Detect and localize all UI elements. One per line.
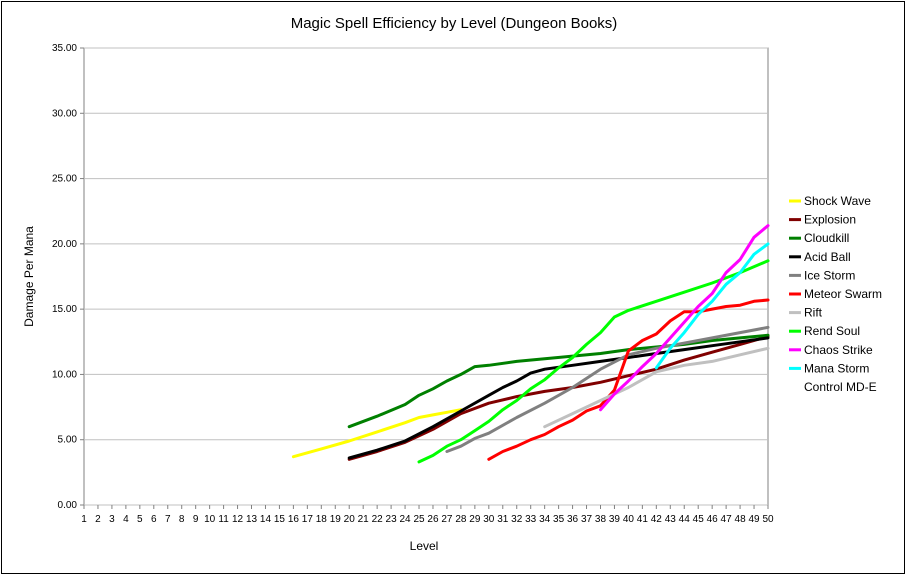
- series-line-mana-storm: [654, 242, 770, 370]
- x-tick-label: 28: [455, 514, 467, 525]
- legend-label: Cloudkill: [804, 231, 849, 245]
- x-tick-label: 13: [246, 514, 258, 525]
- series-line-rend-soul: [417, 259, 770, 464]
- legend-label: Ice Storm: [804, 268, 855, 282]
- y-axis-ticks: 0.00 5.00 10.00 15.00 20.00 25.00 30.00 35.00: [52, 43, 84, 511]
- x-tick-label: 23: [386, 514, 398, 525]
- plot-border: [83, 47, 769, 506]
- series-line-chaos-strike: [599, 224, 770, 412]
- x-tick-label: 34: [539, 514, 551, 525]
- x-tick-label: 31: [497, 514, 509, 525]
- x-tick-label: 6: [151, 514, 157, 525]
- x-tick-label: 30: [483, 514, 495, 525]
- x-tick-label: 40: [623, 514, 635, 525]
- series-line-rift: [543, 346, 770, 429]
- x-tick-label: 41: [637, 514, 649, 525]
- series-line-ice-storm: [445, 325, 770, 453]
- y-tick-label: 30.00: [52, 108, 77, 119]
- x-tick-label: 4: [123, 514, 129, 525]
- legend-label: Acid Ball: [804, 250, 851, 264]
- x-tick-label: 18: [316, 514, 328, 525]
- gridlines: [84, 47, 768, 506]
- x-tick-label: 42: [651, 514, 663, 525]
- x-tick-label: 27: [441, 514, 453, 525]
- x-tick-label: 37: [581, 514, 593, 525]
- x-tick-label: 9: [193, 514, 199, 525]
- x-tick-label: 47: [721, 514, 733, 525]
- legend-label: Rend Soul: [804, 324, 860, 338]
- y-tick-label: 20.00: [52, 239, 77, 250]
- x-tick-label: 38: [595, 514, 607, 525]
- legend-label: Rift: [804, 306, 823, 320]
- x-tick-label: 7: [165, 514, 171, 525]
- x-tick-label: 25: [413, 514, 425, 525]
- x-tick-label: 43: [665, 514, 677, 525]
- x-tick-label: 3: [109, 514, 115, 525]
- y-tick-label: 25.00: [52, 174, 77, 185]
- legend-label: Chaos Strike: [804, 343, 873, 357]
- x-tick-label: 24: [399, 514, 411, 525]
- x-tick-label: 44: [679, 514, 691, 525]
- x-tick-label: 11: [218, 514, 229, 525]
- x-tick-label: 22: [372, 514, 384, 525]
- x-tick-label: 14: [260, 514, 272, 525]
- x-tick-label: 48: [735, 514, 747, 525]
- x-tick-label: 10: [204, 514, 216, 525]
- plot-area: [83, 47, 769, 506]
- legend-label: Control MD-E: [804, 380, 877, 394]
- x-tick-label: 20: [344, 514, 356, 525]
- legend-label: Shock Wave: [804, 194, 871, 208]
- y-tick-label: 10.00: [52, 369, 77, 380]
- x-tick-label: 2: [95, 514, 101, 525]
- x-tick-label: 12: [232, 514, 244, 525]
- x-tick-label: 8: [179, 514, 185, 525]
- series-line-acid-ball: [347, 336, 770, 460]
- series-line-shock-wave: [291, 408, 463, 459]
- x-tick-label: 49: [748, 514, 760, 525]
- x-tick-label: 36: [567, 514, 579, 525]
- x-tick-label: 17: [302, 514, 314, 525]
- legend: Shock Wave Explosion Cloudkill Acid Ball Ice…: [789, 194, 882, 394]
- legend-label: Explosion: [804, 213, 856, 227]
- x-tick-label: 39: [609, 514, 621, 525]
- legend-label: Mana Storm: [804, 361, 869, 375]
- y-axis-title: Damage Per Mana: [22, 226, 36, 327]
- x-tick-label: 16: [288, 514, 300, 525]
- x-tick-label: 33: [525, 514, 537, 525]
- x-tick-label: 35: [553, 514, 565, 525]
- x-tick-label: 32: [511, 514, 523, 525]
- x-tick-label: 21: [358, 514, 370, 525]
- y-tick-label: 5.00: [58, 435, 78, 446]
- y-tick-label: 35.00: [52, 43, 77, 54]
- x-tick-label: 26: [427, 514, 439, 525]
- x-tick-label: 50: [762, 514, 774, 525]
- x-tick-label: 1: [81, 514, 87, 525]
- chart-title: Magic Spell Efficiency by Level (Dungeon…: [291, 15, 618, 32]
- x-tick-label: 15: [274, 514, 286, 525]
- y-tick-label: 15.00: [52, 304, 77, 315]
- y-tick-label: 0.00: [58, 500, 78, 511]
- x-tick-label: 19: [330, 514, 342, 525]
- x-tick-label: 46: [707, 514, 719, 525]
- legend-label: Meteor Swarm: [804, 287, 882, 301]
- x-tick-label: 45: [693, 514, 705, 525]
- series-line-meteor-swarm: [487, 298, 770, 461]
- series-line-explosion: [347, 335, 770, 461]
- x-axis-title: Level: [410, 539, 439, 553]
- x-axis-ticks: 1 2 3 4 5 6 7 8 9 10 11 12 13 14 15 16 17 18 19 20 21 22 23 24 2…: [81, 505, 774, 525]
- x-tick-label: 29: [469, 514, 481, 525]
- series-lines: [291, 224, 770, 464]
- x-tick-label: 5: [137, 514, 143, 525]
